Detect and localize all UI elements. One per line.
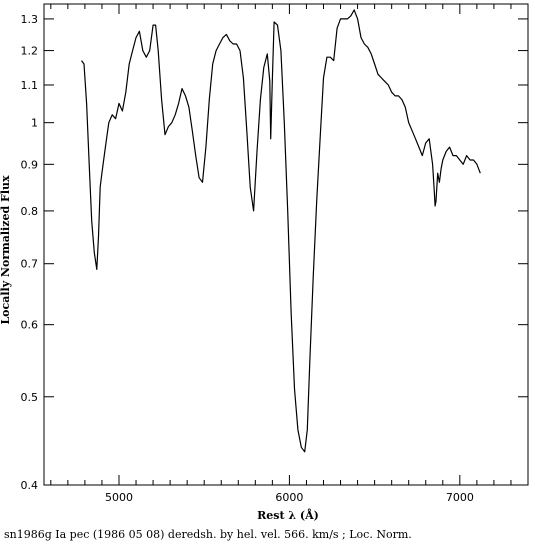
y-tick-label-0.5: 0.5 (21, 391, 39, 404)
x-axis-title: Rest λ (Å) (257, 508, 319, 522)
plot-frame (43, 3, 529, 486)
x-tick-labels: 5000 6000 7000 (105, 491, 474, 504)
y-tick-label-0.9: 0.9 (21, 158, 39, 171)
y-tick-label-1.3: 1.3 (21, 13, 39, 26)
y-axis-title: Locally Normalized Flux (0, 175, 12, 325)
x-tick-label-6000: 6000 (275, 491, 303, 504)
y-tick-label-1.2: 1.2 (21, 45, 39, 58)
y-tick-labels: 0.4 0.5 0.6 0.7 0.8 0.9 1 1.1 1.2 1.3 (21, 13, 39, 492)
y-tick-label-1.1: 1.1 (21, 79, 39, 92)
x-major-ticks (118, 4, 461, 485)
y-tick-label-1: 1 (31, 117, 38, 130)
x-tick-label-7000: 7000 (446, 491, 474, 504)
y-tick-label-0.8: 0.8 (21, 205, 39, 218)
chart-caption: sn1986g Ia pec (1986 05 08) deredsh. by … (4, 528, 412, 541)
series-layer (81, 9, 481, 453)
y-tick-label-0.6: 0.6 (21, 319, 39, 332)
x-minor-ticks (50, 4, 512, 485)
y-tick-label-0.7: 0.7 (21, 258, 39, 271)
y-ticks (44, 18, 528, 486)
x-tick-label-5000: 5000 (105, 491, 133, 504)
spectrum-line-0 (81, 9, 481, 453)
y-tick-label-0.4: 0.4 (21, 479, 39, 492)
